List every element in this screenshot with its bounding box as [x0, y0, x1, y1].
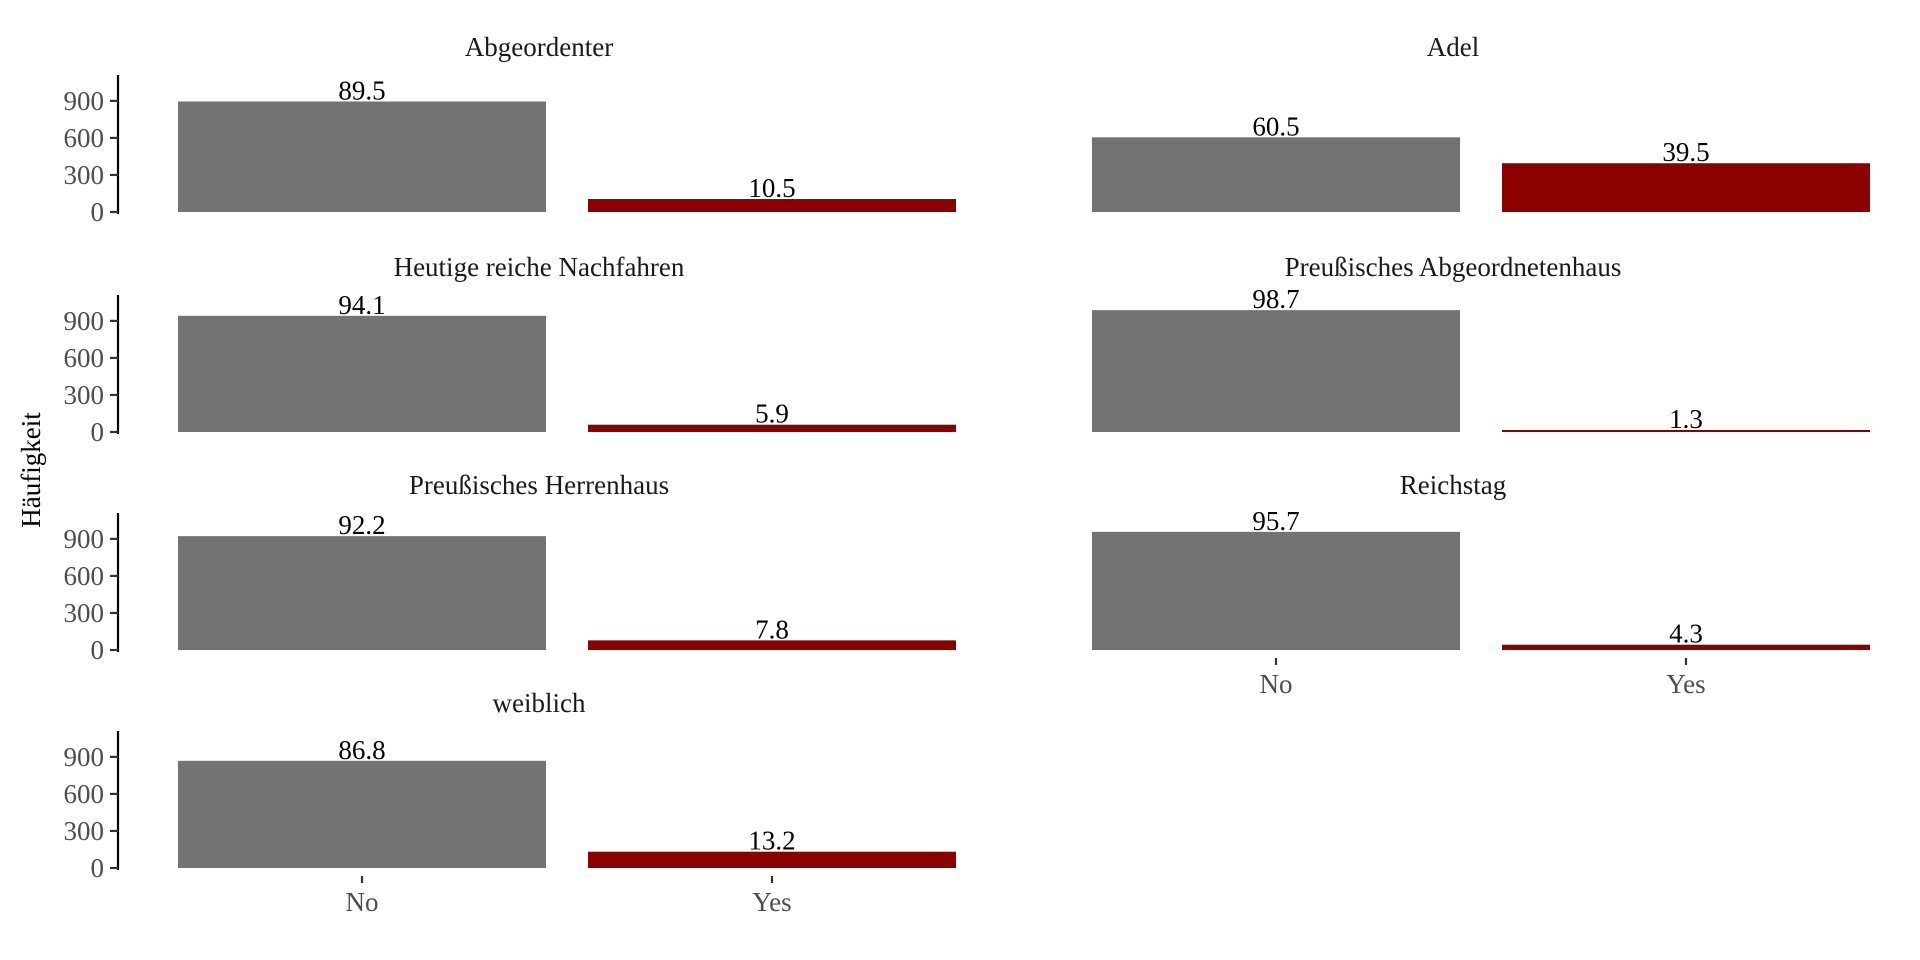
x-tick-label: No [346, 887, 379, 917]
x-tick-label: Yes [1666, 669, 1705, 699]
y-tick-label: 300 [64, 598, 105, 628]
y-tick-label: 0 [91, 197, 105, 227]
bar-value-label: 39.5 [1662, 137, 1709, 167]
bar-value-label: 89.5 [338, 75, 385, 105]
y-tick-label: 0 [91, 417, 105, 447]
bar-no [1092, 531, 1460, 650]
y-tick-label: 900 [64, 306, 105, 336]
panel-title: Preußisches Herrenhaus [409, 470, 669, 500]
bar-yes [588, 199, 956, 212]
x-tick-label: Yes [752, 887, 791, 917]
panel-0: Abgeordenter 0 300 600 900 89.5 10.5 [64, 32, 956, 227]
bar-value-label: 10.5 [748, 173, 795, 203]
y-tick-label: 300 [64, 816, 105, 846]
bar-value-label: 92.2 [338, 510, 385, 540]
y-tick-label: 900 [64, 524, 105, 554]
bar-value-label: 7.8 [755, 614, 789, 644]
bar-value-label: 4.3 [1669, 619, 1703, 649]
y-tick-label: 600 [64, 343, 105, 373]
bar-yes [588, 640, 956, 650]
panel-title: Preußisches Abgeordnetenhaus [1285, 252, 1622, 282]
bar-no [178, 760, 546, 868]
bar-no [1092, 137, 1460, 212]
y-tick-label: 600 [64, 123, 105, 153]
y-axis-title: Häufigkeit [16, 412, 46, 528]
bar-value-label: 94.1 [338, 290, 385, 320]
panel-title: Reichstag [1400, 470, 1506, 500]
bar-value-label: 5.9 [755, 399, 789, 429]
y-tick-label: 600 [64, 561, 105, 591]
panel-6: weiblich 0 300 600 900 86.8 13.2 No Yes [64, 688, 956, 917]
bar-no [178, 536, 546, 650]
x-tick-label: No [1260, 669, 1293, 699]
bar-no [1092, 310, 1460, 432]
panel-5: Reichstag 95.7 4.3 No Yes [1092, 470, 1870, 699]
bar-yes [1502, 430, 1870, 432]
bar-value-label: 60.5 [1252, 111, 1299, 141]
bar-value-label: 98.7 [1252, 284, 1299, 314]
panel-2: Heutige reiche Nachfahren 0 300 600 900 94.1 5… [64, 252, 956, 447]
y-tick-label: 600 [64, 779, 105, 809]
bar-yes [588, 851, 956, 868]
y-tick-label: 900 [64, 742, 105, 772]
bar-yes [588, 424, 956, 432]
panel-4: Preußisches Herrenhaus 0 300 600 900 92.2 7.8 [64, 470, 956, 665]
bar-no [178, 101, 546, 212]
y-tick-label: 0 [91, 635, 105, 665]
bar-value-label: 13.2 [748, 826, 795, 856]
panel-1: Adel 60.5 39.5 [1092, 32, 1870, 212]
panel-title: Adel [1427, 32, 1479, 62]
y-tick-label: 300 [64, 160, 105, 190]
bar-value-label: 95.7 [1252, 506, 1299, 536]
bar-yes [1502, 644, 1870, 650]
panel-title: weiblich [493, 688, 586, 718]
bar-value-label: 1.3 [1669, 404, 1703, 434]
panel-title: Abgeordenter [465, 32, 613, 62]
y-tick-label: 300 [64, 380, 105, 410]
panels-layer: Abgeordenter 0 300 600 900 89.5 10.5 Adel 60.5 39… [64, 32, 1870, 917]
y-tick-label: 900 [64, 86, 105, 116]
y-tick-label: 0 [91, 853, 105, 883]
bar-yes [1502, 163, 1870, 212]
bar-no [178, 315, 546, 432]
bar-value-label: 86.8 [338, 735, 385, 765]
panel-title: Heutige reiche Nachfahren [394, 252, 685, 282]
